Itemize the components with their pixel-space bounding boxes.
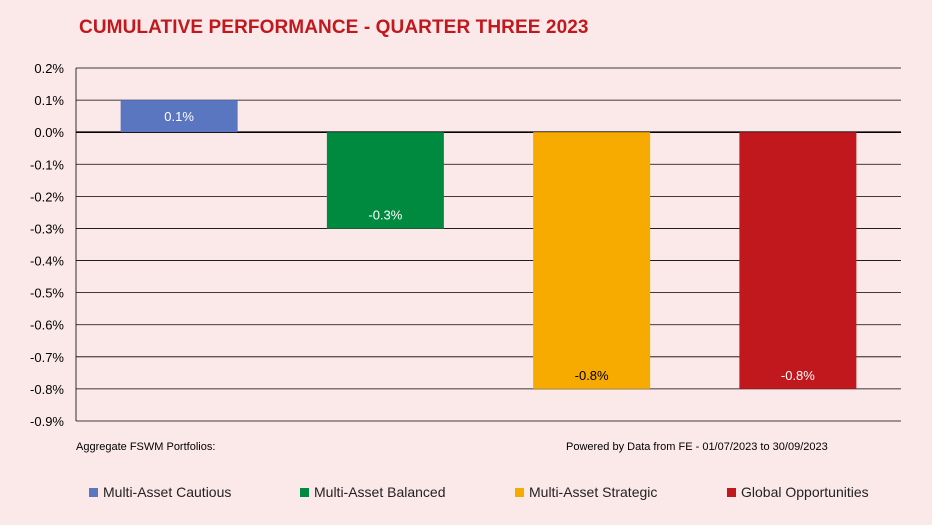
legend-swatch [300,487,309,497]
y-tick-label: 0.0% [34,125,64,140]
legend-item-global-opportunities: Global Opportunities [727,484,869,500]
bar-multi-asset-cautious [120,100,238,133]
y-axis-tick-labels: 0.2% 0.1% 0.0% -0.1% -0.2% -0.3% -0.4% -0.5% -0.… [30,61,64,429]
bar-chart: 0.2% 0.1% 0.0% -0.1% -0.2% -0.3% -0.4% -0.5% -0.… [30,61,901,429]
legend: Multi-Asset Cautious Multi-Asset Balance… [0,484,932,504]
data-label: 0.1% [164,109,194,124]
bar-multi-asset-balanced [326,132,444,229]
data-label: -0.3% [368,207,402,222]
y-tick-label: -0.7% [30,350,64,365]
data-label: -0.8% [781,368,815,383]
bar-global-opportunities [739,132,857,389]
y-tick-label: -0.6% [30,318,64,333]
y-tick-label: -0.1% [30,157,64,172]
legend-item-multi-asset-cautious: Multi-Asset Cautious [89,484,231,500]
footer-source-note: Powered by Data from FE - 01/07/2023 to … [566,441,828,453]
y-tick-label: -0.3% [30,221,64,236]
legend-item-multi-asset-balanced: Multi-Asset Balanced [300,484,446,500]
legend-swatch [89,487,98,497]
y-tick-label: -0.2% [30,189,64,204]
data-label: -0.8% [575,368,609,383]
y-tick-label: 0.2% [34,61,64,76]
legend-swatch [727,487,736,497]
legend-label: Multi-Asset Cautious [103,484,232,500]
legend-label: Multi-Asset Strategic [529,484,658,500]
bar-multi-asset-strategic [533,132,651,389]
y-tick-label: -0.4% [30,254,64,269]
legend-label: Global Opportunities [741,484,869,500]
y-tick-label: -0.9% [30,414,64,429]
data-labels: 0.1% -0.3% -0.8% -0.8% [164,109,815,383]
y-tick-label: -0.5% [30,286,64,301]
legend-swatch [515,487,524,497]
y-tick-label: -0.8% [30,382,64,397]
footer-left-note: Aggregate FSWM Portfolios: [76,441,216,453]
y-tick-label: 0.1% [34,93,64,108]
bars [120,100,857,389]
legend-item-multi-asset-strategic: Multi-Asset Strategic [515,484,657,500]
chart-title: CUMULATIVE PERFORMANCE - QUARTER THREE 2… [79,17,589,38]
legend-label: Multi-Asset Balanced [314,484,446,500]
